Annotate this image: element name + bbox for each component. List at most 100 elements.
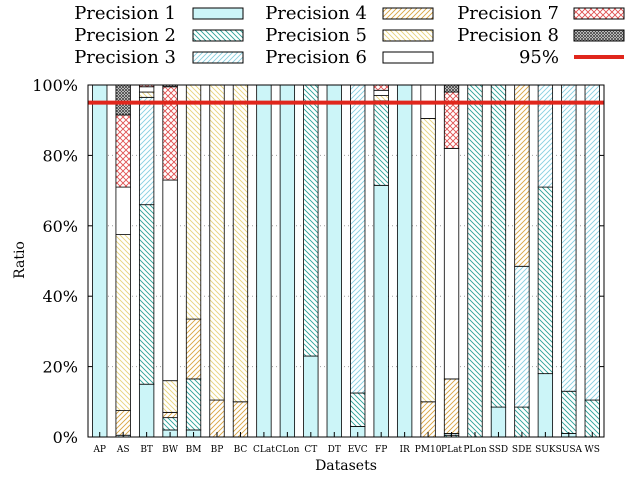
x-tick-label-bw: BW bbox=[162, 445, 179, 455]
bar-segment-bt-precision-3 bbox=[138, 96, 155, 206]
bar-segment-fp-precision-5 bbox=[373, 95, 389, 102]
legend-label-precision-8: Precision 8 bbox=[457, 25, 559, 46]
bar-segment-bw-precision-6 bbox=[162, 179, 178, 382]
bar-segment-bt-precision-2 bbox=[138, 204, 155, 385]
bar-segment-plon-precision-2 bbox=[467, 84, 483, 438]
plot-frame bbox=[87, 84, 605, 438]
bar-segment-plat-precision-7 bbox=[443, 91, 460, 149]
bar-segment-bt-precision-1 bbox=[138, 383, 155, 438]
legend-label-precision-3: Precision 3 bbox=[74, 47, 176, 68]
bar-segment-suk-precision-3 bbox=[537, 84, 554, 188]
y-tick-label: 80% bbox=[42, 146, 78, 165]
bar-segment-suk-precision-1 bbox=[537, 373, 554, 438]
legend-swatch-precision-1 bbox=[192, 7, 244, 20]
bar-segment-ws-precision-3 bbox=[584, 84, 600, 401]
bar-segment-pm10-precision-4 bbox=[420, 401, 436, 438]
x-tick-label-clat: CLat bbox=[253, 445, 275, 455]
bar-segment-bt-precision-6 bbox=[138, 86, 155, 93]
bar-segment-as-precision-8 bbox=[115, 84, 131, 116]
bar-segment-susa-precision-2 bbox=[561, 390, 577, 434]
bar-segment-plat-precision-6 bbox=[443, 147, 460, 380]
bar-segment-fp-precision-1 bbox=[373, 184, 389, 438]
bar-segment-ir-precision-1 bbox=[396, 84, 413, 438]
x-tick-label-ct: CT bbox=[304, 445, 317, 455]
x-tick-label-sde: SDE bbox=[512, 445, 532, 455]
bar-segment-as-precision-6 bbox=[115, 186, 131, 236]
x-tick-label-bm: BM bbox=[186, 445, 202, 455]
legend-swatch-precision-2 bbox=[192, 29, 244, 42]
x-tick-label-ssd: SSD bbox=[489, 445, 508, 455]
x-tick-label-as: AS bbox=[116, 445, 130, 455]
bar-segment-fp-precision-7 bbox=[373, 84, 389, 91]
bar-segment-clon-precision-1 bbox=[279, 84, 296, 438]
bar-segment-bm-precision-5 bbox=[185, 84, 202, 320]
bar-segment-bp-precision-5 bbox=[209, 84, 225, 401]
y-tick-label: 60% bbox=[42, 217, 78, 236]
bar-segment-ws-precision-2 bbox=[584, 399, 600, 438]
x-tick-label-dt: DT bbox=[328, 445, 341, 455]
x-tick-label-plon: PLon bbox=[463, 445, 486, 455]
bar-segment-bw-precision-2 bbox=[162, 417, 178, 431]
bar-segment-as-precision-7 bbox=[115, 114, 131, 188]
legend-label-precision-5: Precision 5 bbox=[265, 25, 367, 46]
legend-swatch-precision-6 bbox=[382, 51, 434, 64]
legend-entry-95-line: 95% bbox=[519, 47, 624, 68]
legend-entry-precision-4: Precision 4 bbox=[265, 3, 434, 24]
bar-segment-evc-precision-3 bbox=[350, 84, 366, 394]
bar-segment-ct-precision-1 bbox=[303, 355, 319, 438]
bar-segment-bw-precision-5 bbox=[162, 380, 178, 413]
y-tick-label: 0% bbox=[53, 428, 78, 447]
legend-label-precision-6: Precision 6 bbox=[265, 47, 367, 68]
legend-label-95-line: 95% bbox=[519, 47, 559, 68]
legend-swatch-precision-5 bbox=[382, 29, 434, 42]
legend-swatch-precision-7 bbox=[573, 7, 625, 20]
bar-segment-bw-precision-4 bbox=[162, 411, 178, 419]
x-tick-label-clon: CLon bbox=[275, 445, 299, 455]
legend-label-precision-7: Precision 7 bbox=[457, 3, 559, 24]
legend-entry-precision-6: Precision 6 bbox=[265, 47, 434, 68]
bar-segment-plat-precision-8 bbox=[443, 84, 460, 93]
bar-segment-as-precision-5 bbox=[115, 234, 131, 412]
legend-entry-precision-2: Precision 2 bbox=[74, 25, 244, 46]
bar-segment-bt-precision-5 bbox=[138, 91, 155, 98]
bar-segment-fp-precision-6 bbox=[373, 89, 389, 96]
legend-label-precision-4: Precision 4 bbox=[265, 3, 367, 24]
legend-swatch-precision-8 bbox=[573, 29, 625, 42]
bar-segment-ct-precision-2 bbox=[303, 84, 319, 357]
legend-entry-precision-3: Precision 3 bbox=[74, 47, 244, 68]
bar-segment-pm10-precision-5 bbox=[420, 118, 436, 403]
bar-segment-bc-precision-5 bbox=[232, 84, 249, 403]
bar-segment-suk-precision-2 bbox=[537, 186, 554, 375]
x-tick-label-ws: WS bbox=[585, 445, 600, 455]
bar-segment-bm-precision-4 bbox=[185, 318, 202, 380]
legend-entry-precision-5: Precision 5 bbox=[265, 25, 434, 46]
x-tick-label-plat: PLat bbox=[441, 445, 462, 455]
y-tick-label: 20% bbox=[42, 358, 78, 377]
x-tick-label-susa: SUSA bbox=[556, 445, 583, 455]
plot-area: 0% 20% 40% 60% 80% 100% AP AS BT BW BM BP BC CLat CLon… bbox=[32, 76, 605, 455]
y-axis-label: Ratio bbox=[12, 241, 28, 279]
legend-swatch-precision-3 bbox=[192, 51, 244, 64]
legend-entry-precision-7: Precision 7 bbox=[457, 3, 625, 24]
legend: Precision 1 Precision 2 Precision 3 Prec… bbox=[74, 3, 625, 68]
bar-segment-bm-precision-2 bbox=[185, 378, 202, 431]
bar-segment-bc-precision-4 bbox=[232, 401, 249, 438]
bar-segment-sde-precision-3 bbox=[514, 265, 530, 408]
x-axis-label: Datasets bbox=[315, 458, 377, 474]
x-tick-label-ap: AP bbox=[92, 445, 106, 455]
bar-segment-plat-precision-4 bbox=[443, 378, 460, 434]
x-tick-label-bp: BP bbox=[211, 445, 224, 455]
legend-label-precision-1: Precision 1 bbox=[74, 3, 176, 24]
legend-label-precision-2: Precision 2 bbox=[74, 25, 176, 46]
x-tick-label-evc: EVC bbox=[348, 445, 368, 455]
bar-segment-ssd-precision-2 bbox=[490, 84, 507, 408]
bar-segment-sde-precision-4 bbox=[514, 84, 530, 267]
x-tick-label-suk: SUK bbox=[535, 445, 556, 455]
x-tick-label-bt: BT bbox=[140, 445, 153, 455]
x-tick-label-fp: FP bbox=[375, 445, 387, 455]
y-tick-label: 40% bbox=[42, 287, 78, 306]
bar-segment-bp-precision-4 bbox=[209, 399, 225, 438]
legend-swatch-precision-4 bbox=[382, 7, 434, 20]
x-tick-label-pm10: PM10 bbox=[415, 445, 442, 455]
